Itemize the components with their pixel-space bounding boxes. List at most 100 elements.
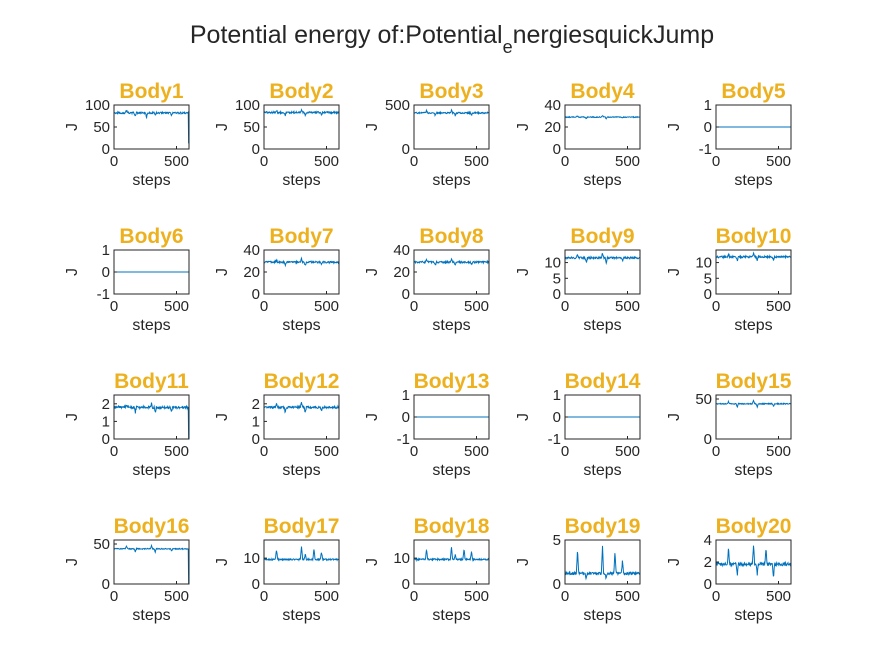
y-axis-label: J [364,558,381,566]
y-axis-label: J [515,413,532,421]
figure-title-main: Potential energy of:Potential [190,21,503,49]
x-tick-label: 0 [561,588,569,605]
axes-box [564,539,641,585]
y-axis-label: J [64,413,81,421]
subplot-title: Body4 [570,80,635,103]
y-axis-label: J [364,123,381,131]
subplot-title: Body19 [565,515,641,538]
y-tick-label: 5 [704,270,712,287]
y-tick-label: 0 [102,576,110,593]
y-axis-label: J [214,558,231,566]
x-tick-label: 500 [615,443,640,460]
y-axis-label: J [364,268,381,276]
subplot-title: Body20 [716,515,792,538]
series-line [263,402,340,414]
axes-box [263,249,340,295]
y-axis-label: J [666,413,683,421]
y-tick-label: 1 [102,413,110,430]
x-tick-label: 0 [110,443,118,460]
x-tick-label: 0 [410,588,418,605]
x-axis-label: steps [583,607,621,624]
x-axis-label: steps [583,462,621,479]
subplot-title: Body5 [721,80,786,103]
y-tick-label: 50 [93,119,110,136]
x-axis-label: steps [132,172,170,189]
series-line [113,543,190,585]
y-tick-label: 0 [252,141,260,158]
y-tick-label: 0 [102,431,110,448]
axes-box [564,104,641,150]
y-tick-label: 2 [704,554,712,571]
x-axis-label: steps [432,607,470,624]
series-line [263,256,340,268]
x-tick-label: 0 [561,443,569,460]
x-tick-label: 0 [260,588,268,605]
x-axis-label: steps [734,607,772,624]
series-line [413,547,490,563]
y-tick-label: 0 [252,286,260,303]
x-tick-label: 500 [615,153,640,170]
series-line [413,257,490,266]
x-tick-label: 500 [314,153,339,170]
x-axis-label: steps [432,462,470,479]
y-tick-label: 10 [243,550,260,567]
y-tick-label: 40 [393,242,410,259]
y-tick-label: 20 [393,264,410,281]
subplot-title: Body13 [414,370,490,393]
x-axis-label: steps [132,462,170,479]
y-tick-label: 2 [252,396,260,413]
y-tick-label: 0 [704,119,712,136]
y-axis-label: J [515,123,532,131]
x-tick-label: 500 [464,153,489,170]
x-tick-label: 0 [712,443,720,460]
axes-box [715,394,792,440]
x-tick-label: 500 [314,298,339,315]
x-tick-label: 0 [260,298,268,315]
x-tick-label: 0 [410,298,418,315]
y-tick-label: 1 [553,387,561,404]
y-axis-label: J [214,413,231,421]
x-tick-label: 500 [766,443,791,460]
y-tick-label: 100 [235,97,260,114]
y-tick-label: 0 [553,576,561,593]
y-tick-label: 0 [402,576,410,593]
x-tick-label: 0 [110,153,118,170]
x-axis-label: steps [282,172,320,189]
y-axis-label: J [666,268,683,276]
y-tick-label: 100 [85,97,110,114]
series-line [564,545,641,581]
subplot-title: Body6 [119,225,183,248]
y-tick-label: 0 [402,286,410,303]
y-axis-label: J [64,558,81,566]
x-axis-label: steps [583,317,621,334]
x-axis-label: steps [282,607,320,624]
figure-title-rest: nergiesquickJump [513,21,715,49]
y-tick-label: 1 [252,413,260,430]
y-axis-label: J [666,123,683,131]
x-axis-label: steps [432,172,470,189]
y-tick-label: 5 [553,532,561,549]
subplot-title: Body1 [119,80,184,103]
y-axis-label: J [515,558,532,566]
subplot-title: Body9 [570,225,634,248]
y-tick-label: 0 [704,576,712,593]
x-tick-label: 0 [110,588,118,605]
y-tick-label: 20 [544,119,561,136]
x-axis-label: steps [583,172,621,189]
x-axis-label: steps [282,317,320,334]
x-tick-label: 500 [464,298,489,315]
x-tick-label: 0 [410,153,418,170]
